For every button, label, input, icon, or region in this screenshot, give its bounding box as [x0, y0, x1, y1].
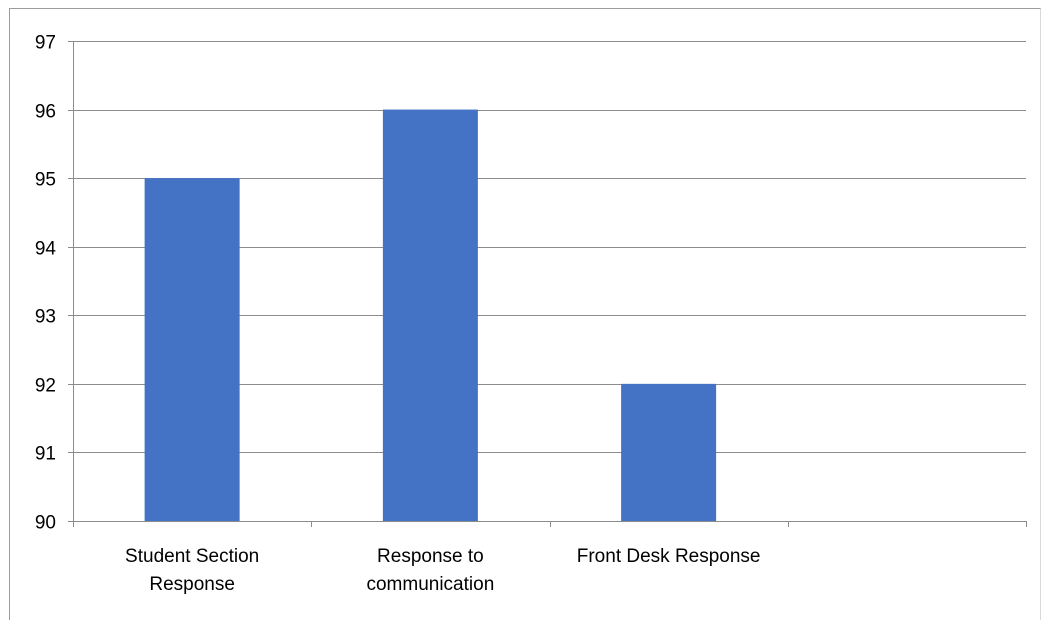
y-tick-label: 91	[35, 444, 56, 465]
chart-frame	[9, 8, 1041, 620]
y-tick-label: 97	[35, 33, 56, 54]
y-tick-labels: 90 91 92 93 94 95 96 97	[35, 33, 57, 534]
y-tick-label: 93	[35, 307, 56, 328]
y-tick-label: 94	[35, 239, 57, 260]
y-tick-label: 92	[35, 376, 56, 397]
bars	[144, 109, 717, 522]
bar-1	[144, 178, 240, 521]
x-tick-label: Student Section Response	[125, 546, 259, 595]
y-tick-label: 96	[35, 102, 56, 123]
x-tick-label: Front Desk Response	[577, 546, 761, 567]
y-tick-label: 90	[35, 513, 56, 534]
bar-3	[621, 383, 717, 521]
axes	[68, 41, 1027, 527]
x-tick-labels: Student Section Response Response to commun…	[125, 546, 761, 595]
bar-2	[382, 109, 478, 522]
x-tick-label: Response to communication	[366, 546, 494, 595]
y-tick-label: 95	[35, 170, 56, 191]
